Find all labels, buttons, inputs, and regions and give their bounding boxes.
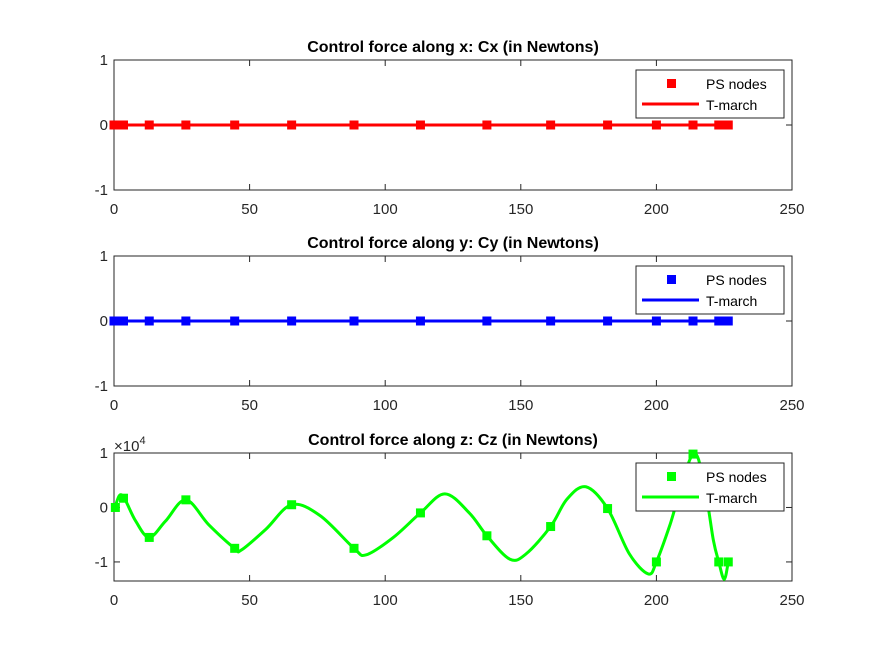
data-point-ps-node bbox=[287, 500, 297, 510]
data-point-ps-node bbox=[603, 316, 613, 326]
x-tick-label: 50 bbox=[241, 592, 258, 609]
y-tick-label: -1 bbox=[95, 182, 108, 199]
legend-marker-icon bbox=[667, 472, 676, 481]
data-point-ps-node bbox=[482, 531, 492, 541]
chart-title: Control force along x: Cx (in Newtons) bbox=[307, 39, 599, 56]
data-point-ps-node bbox=[603, 504, 613, 514]
y-tick-label: 1 bbox=[100, 445, 108, 462]
y-tick-label: -1 bbox=[95, 378, 108, 395]
legend-label: PS nodes bbox=[706, 272, 767, 288]
x-tick-label: 50 bbox=[241, 201, 258, 218]
data-point-ps-node bbox=[349, 316, 359, 326]
x-tick-label: 200 bbox=[644, 397, 669, 414]
x-tick-label: 150 bbox=[508, 397, 533, 414]
data-point-ps-node bbox=[181, 120, 191, 130]
y-exponent-base: ×10 bbox=[114, 438, 139, 455]
legend-box bbox=[635, 462, 785, 512]
data-point-ps-node bbox=[482, 120, 492, 130]
data-point-ps-node bbox=[688, 316, 698, 326]
legend-marker-icon bbox=[667, 275, 676, 284]
x-tick-label: 150 bbox=[508, 592, 533, 609]
data-point-ps-node bbox=[415, 120, 425, 130]
data-point-ps-node bbox=[181, 316, 191, 326]
y-tick-label: 0 bbox=[100, 117, 108, 134]
legend-box bbox=[635, 69, 785, 119]
data-point-ps-node bbox=[651, 316, 661, 326]
data-point-ps-node bbox=[651, 557, 661, 567]
data-point-ps-node bbox=[723, 120, 733, 130]
y-exponent-power: 4 bbox=[139, 435, 145, 447]
x-tick-label: 200 bbox=[644, 201, 669, 218]
data-point-ps-node bbox=[144, 532, 154, 542]
x-tick-label: 0 bbox=[110, 397, 118, 414]
data-point-ps-node bbox=[723, 316, 733, 326]
chart-title: Control force along z: Cz (in Newtons) bbox=[308, 432, 598, 449]
data-point-ps-node bbox=[546, 522, 556, 532]
data-point-ps-node bbox=[118, 316, 128, 326]
x-tick-label: 100 bbox=[373, 592, 398, 609]
x-tick-label: 0 bbox=[110, 201, 118, 218]
legend: PS nodes T-march bbox=[635, 265, 785, 315]
data-point-ps-node bbox=[603, 120, 613, 130]
data-point-ps-node bbox=[144, 120, 154, 130]
data-point-ps-node bbox=[714, 557, 724, 567]
chart-panel-3: 0 50 100 150 200 250 -1 0 1 ×104 Control force alo… bbox=[95, 432, 805, 609]
data-point-ps-node bbox=[349, 543, 359, 553]
data-point-ps-node bbox=[110, 502, 120, 512]
data-point-ps-node bbox=[230, 316, 240, 326]
legend: PS nodes T-march bbox=[635, 462, 785, 512]
data-point-ps-node bbox=[230, 543, 240, 553]
x-tick-label: 200 bbox=[644, 592, 669, 609]
legend-label: T-march bbox=[706, 293, 757, 309]
data-point-ps-node bbox=[415, 316, 425, 326]
data-point-ps-node bbox=[415, 508, 425, 518]
data-point-ps-node bbox=[118, 493, 128, 503]
x-tick-label: 250 bbox=[779, 201, 804, 218]
legend-label: T-march bbox=[706, 490, 757, 506]
x-tick-label: 50 bbox=[241, 397, 258, 414]
y-tick-label: 1 bbox=[100, 248, 108, 265]
chart-title: Control force along y: Cy (in Newtons) bbox=[307, 235, 599, 252]
data-point-ps-node bbox=[118, 120, 128, 130]
y-tick-label: 1 bbox=[100, 52, 108, 69]
data-point-ps-node bbox=[287, 120, 297, 130]
data-point-ps-node bbox=[688, 120, 698, 130]
data-point-ps-node bbox=[144, 316, 154, 326]
y-tick-label: 0 bbox=[100, 499, 108, 516]
legend-label: PS nodes bbox=[706, 76, 767, 92]
x-tick-label: 100 bbox=[373, 397, 398, 414]
data-point-ps-node bbox=[546, 120, 556, 130]
legend: PS nodes T-march bbox=[635, 69, 785, 119]
y-exponent-label: ×104 bbox=[114, 435, 146, 455]
data-point-ps-node bbox=[723, 557, 733, 567]
data-point-ps-node bbox=[714, 316, 724, 326]
data-point-ps-node bbox=[688, 449, 698, 459]
x-tick-label: 250 bbox=[779, 592, 804, 609]
y-tick-label: 0 bbox=[100, 313, 108, 330]
data-point-ps-node bbox=[181, 495, 191, 505]
data-point-ps-node bbox=[714, 120, 724, 130]
data-point-ps-node bbox=[546, 316, 556, 326]
legend-marker-icon bbox=[667, 79, 676, 88]
legend-box bbox=[635, 265, 785, 315]
x-tick-label: 100 bbox=[373, 201, 398, 218]
x-tick-label: 0 bbox=[110, 592, 118, 609]
data-point-ps-node bbox=[349, 120, 359, 130]
x-tick-label: 250 bbox=[779, 397, 804, 414]
x-tick-label: 150 bbox=[508, 201, 533, 218]
data-point-ps-node bbox=[230, 120, 240, 130]
y-tick-label: -1 bbox=[95, 554, 108, 571]
data-point-ps-node bbox=[651, 120, 661, 130]
legend-label: PS nodes bbox=[706, 469, 767, 485]
data-point-ps-node bbox=[482, 316, 492, 326]
data-point-ps-node bbox=[287, 316, 297, 326]
legend-label: T-march bbox=[706, 97, 757, 113]
